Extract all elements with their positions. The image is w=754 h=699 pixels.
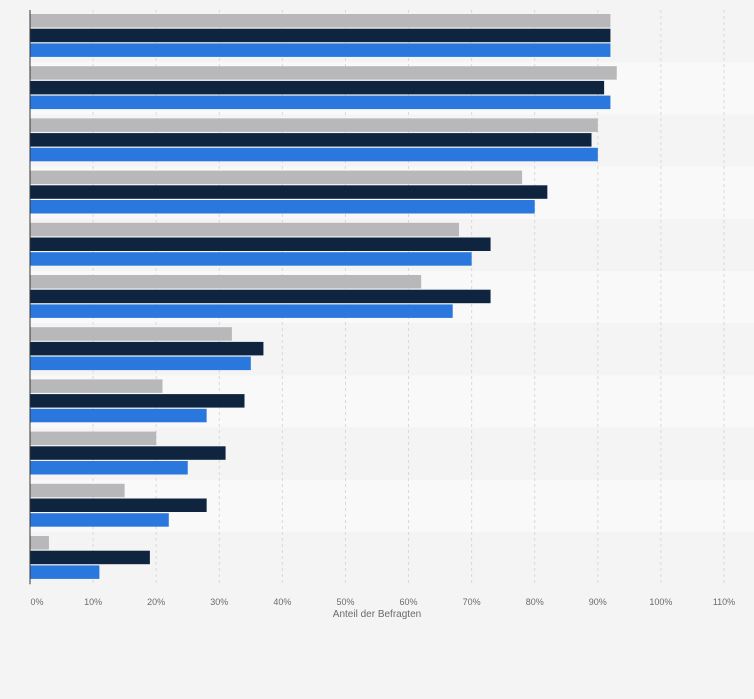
bar (30, 536, 49, 550)
bar (30, 513, 169, 527)
bar (30, 95, 611, 110)
bar (30, 550, 150, 565)
x-tick-label: 30% (210, 597, 228, 607)
x-tick-label: 40% (273, 597, 291, 607)
bar (30, 327, 232, 341)
bar (30, 43, 611, 57)
bar (30, 356, 251, 371)
x-tick-label: 0% (30, 597, 43, 607)
bar (30, 80, 605, 95)
bar (30, 565, 100, 579)
bar (30, 170, 523, 185)
x-tick-labels: 0% 10% 20% 30% 40% 50% 60% 70% 80% 90% 100% 110% (30, 597, 735, 607)
x-tick-label: 60% (400, 597, 418, 607)
x-tick-label: 90% (589, 597, 607, 607)
bar (30, 252, 472, 266)
row-band (30, 532, 754, 585)
bar (30, 185, 548, 199)
bar (30, 408, 207, 423)
bar (30, 133, 592, 147)
bar (30, 394, 245, 408)
bar (30, 498, 207, 512)
x-tick-label: 10% (84, 597, 102, 607)
bar (30, 431, 157, 446)
bar (30, 222, 460, 237)
bar (30, 200, 535, 214)
bar (30, 341, 264, 356)
bar (30, 304, 453, 318)
bar (30, 446, 226, 460)
bar (30, 28, 611, 43)
x-tick-label: 70% (463, 597, 481, 607)
bar (30, 237, 491, 251)
bar (30, 14, 611, 28)
bars (30, 14, 617, 579)
bar (30, 118, 598, 132)
x-tick-label: 100% (649, 597, 672, 607)
bar (30, 379, 163, 393)
bar (30, 66, 617, 80)
x-tick-label: 20% (147, 597, 165, 607)
bar (30, 461, 188, 475)
bar (30, 483, 125, 498)
bar (30, 275, 422, 289)
bar (30, 289, 491, 304)
x-tick-label: 110% (713, 597, 735, 607)
x-axis-title: Anteil der Befragten (333, 609, 421, 620)
bar (30, 147, 598, 162)
x-tick-label: 80% (526, 597, 544, 607)
x-tick-label: 50% (336, 597, 354, 607)
